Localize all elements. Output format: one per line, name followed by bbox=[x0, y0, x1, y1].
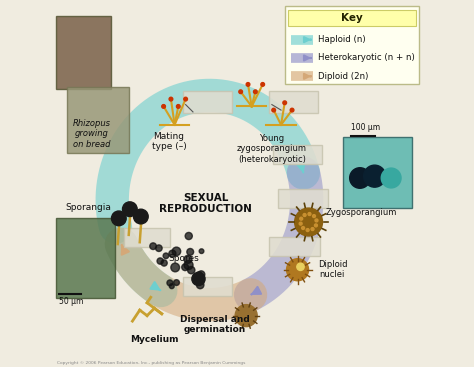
Circle shape bbox=[161, 260, 167, 266]
Circle shape bbox=[246, 83, 250, 86]
Circle shape bbox=[173, 280, 179, 286]
Circle shape bbox=[169, 97, 173, 101]
Circle shape bbox=[185, 232, 192, 240]
Circle shape bbox=[192, 272, 205, 286]
Circle shape bbox=[157, 258, 164, 264]
Text: Heterokaryotic (n + n): Heterokaryotic (n + n) bbox=[318, 54, 414, 62]
Circle shape bbox=[308, 212, 311, 215]
Circle shape bbox=[196, 281, 204, 289]
Circle shape bbox=[198, 271, 205, 278]
Circle shape bbox=[195, 276, 202, 283]
Circle shape bbox=[171, 263, 180, 272]
Circle shape bbox=[297, 263, 304, 270]
Circle shape bbox=[176, 105, 180, 108]
Circle shape bbox=[111, 211, 126, 226]
Circle shape bbox=[182, 264, 189, 270]
FancyBboxPatch shape bbox=[56, 218, 115, 298]
Text: Dispersal and
germination: Dispersal and germination bbox=[180, 315, 250, 334]
Circle shape bbox=[300, 217, 303, 220]
Circle shape bbox=[172, 247, 181, 256]
Circle shape bbox=[272, 108, 275, 112]
Circle shape bbox=[299, 222, 302, 225]
Circle shape bbox=[169, 284, 174, 288]
FancyBboxPatch shape bbox=[56, 16, 111, 89]
Circle shape bbox=[184, 261, 193, 270]
FancyBboxPatch shape bbox=[183, 277, 232, 296]
Circle shape bbox=[364, 165, 386, 187]
FancyBboxPatch shape bbox=[278, 189, 328, 208]
FancyBboxPatch shape bbox=[269, 237, 320, 256]
Text: Diploid (2n): Diploid (2n) bbox=[318, 72, 368, 81]
FancyBboxPatch shape bbox=[67, 87, 129, 153]
Circle shape bbox=[283, 101, 287, 105]
Circle shape bbox=[169, 250, 176, 257]
Circle shape bbox=[188, 266, 195, 274]
Circle shape bbox=[254, 90, 257, 94]
Circle shape bbox=[162, 105, 165, 108]
Text: Sporangia: Sporangia bbox=[65, 203, 111, 212]
Circle shape bbox=[196, 272, 202, 279]
Circle shape bbox=[239, 90, 243, 94]
Circle shape bbox=[306, 229, 309, 232]
Text: 50 μm: 50 μm bbox=[59, 297, 83, 306]
FancyBboxPatch shape bbox=[124, 228, 170, 247]
Circle shape bbox=[199, 249, 204, 254]
Text: SEXUAL
REPRODUCTION: SEXUAL REPRODUCTION bbox=[159, 193, 252, 214]
Text: Mycelium: Mycelium bbox=[130, 335, 179, 344]
Circle shape bbox=[350, 168, 370, 188]
Circle shape bbox=[184, 97, 187, 101]
Text: Young
zygosporangium
(heterokaryotic): Young zygosporangium (heterokaryotic) bbox=[237, 134, 307, 164]
Circle shape bbox=[287, 259, 309, 281]
Circle shape bbox=[315, 219, 318, 222]
FancyBboxPatch shape bbox=[288, 10, 416, 26]
Circle shape bbox=[303, 214, 306, 217]
Circle shape bbox=[290, 108, 294, 112]
Text: Copyright © 2006 Pearson Education, Inc., publishing as Pearson Benjamin Cumming: Copyright © 2006 Pearson Education, Inc.… bbox=[57, 361, 246, 365]
Circle shape bbox=[184, 255, 192, 263]
Circle shape bbox=[187, 248, 194, 255]
Circle shape bbox=[167, 280, 173, 286]
Circle shape bbox=[314, 224, 318, 227]
Text: Spores: Spores bbox=[168, 254, 199, 263]
Text: Rhizopus
growing
on bread: Rhizopus growing on bread bbox=[73, 119, 111, 149]
Circle shape bbox=[311, 228, 314, 230]
Circle shape bbox=[122, 202, 137, 217]
Text: Diploid
nuclei: Diploid nuclei bbox=[318, 260, 347, 279]
Text: 100 μm: 100 μm bbox=[351, 123, 380, 132]
Text: Mating
type (–): Mating type (–) bbox=[152, 132, 186, 151]
FancyBboxPatch shape bbox=[343, 137, 412, 208]
FancyBboxPatch shape bbox=[273, 145, 322, 164]
Circle shape bbox=[150, 243, 156, 250]
Text: Haploid (n): Haploid (n) bbox=[318, 35, 365, 44]
Text: Zygosporangium: Zygosporangium bbox=[326, 208, 398, 217]
Circle shape bbox=[295, 208, 322, 236]
Circle shape bbox=[134, 209, 148, 224]
Circle shape bbox=[163, 253, 169, 259]
Circle shape bbox=[312, 215, 316, 218]
FancyBboxPatch shape bbox=[183, 91, 232, 113]
Circle shape bbox=[381, 168, 401, 188]
FancyBboxPatch shape bbox=[285, 6, 419, 84]
Text: Key: Key bbox=[341, 12, 363, 23]
FancyBboxPatch shape bbox=[269, 91, 319, 113]
Circle shape bbox=[301, 226, 305, 229]
Circle shape bbox=[235, 305, 257, 327]
Circle shape bbox=[261, 83, 264, 86]
Circle shape bbox=[155, 245, 162, 251]
